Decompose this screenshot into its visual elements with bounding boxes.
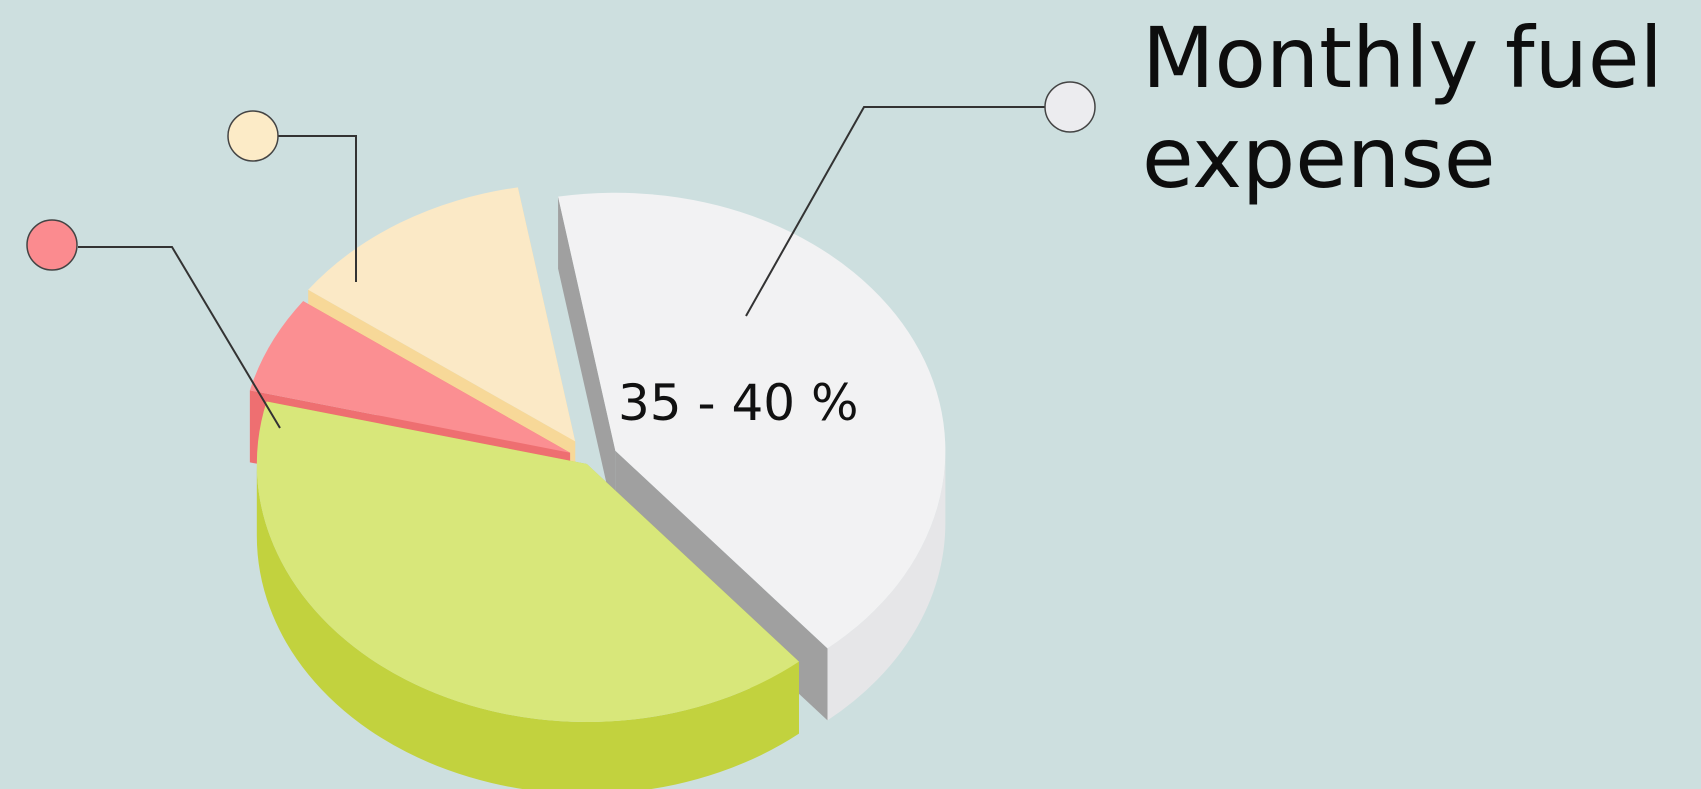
chart-title-line-2: expense bbox=[1142, 109, 1496, 207]
slice-label-gray: 35 - 40 % bbox=[618, 374, 858, 432]
callout-line-peach bbox=[278, 135, 357, 282]
slice-gray-top bbox=[558, 192, 946, 649]
callout-line-red bbox=[78, 246, 281, 429]
callout-marker-gray bbox=[1044, 81, 1096, 133]
slice-red-top bbox=[249, 301, 571, 453]
slice-peach-top bbox=[308, 187, 576, 442]
pie-slices bbox=[249, 187, 946, 789]
chart-title-line-1: Monthly fuel bbox=[1142, 9, 1663, 107]
slice-green-top bbox=[256, 401, 799, 722]
slice-gray-rim-0 bbox=[827, 450, 946, 721]
chart-title: Monthly fuel expense bbox=[1142, 8, 1663, 208]
slice-gray-wall-0 bbox=[558, 196, 616, 523]
callout-marker-peach bbox=[227, 110, 279, 162]
callout-marker-red bbox=[26, 219, 78, 271]
slice-green-rim-0 bbox=[256, 463, 799, 789]
callout-line-gray bbox=[745, 106, 1048, 317]
slice-green bbox=[256, 401, 799, 789]
callouts bbox=[26, 81, 1096, 429]
